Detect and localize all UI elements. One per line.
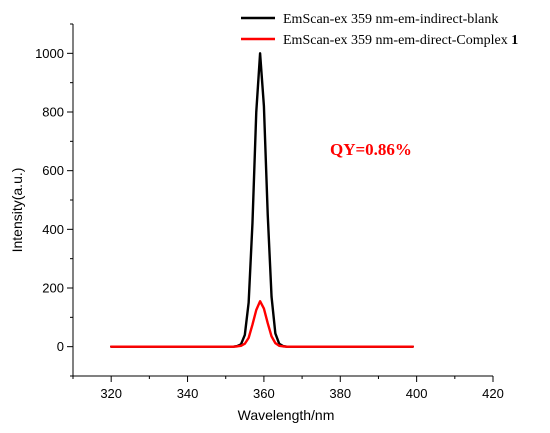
- x-axis-title: Wavelength/nm: [238, 407, 335, 423]
- series-lines: [109, 52, 415, 348]
- y-tick-label: 200: [42, 281, 64, 296]
- x-tick-label: 380: [329, 386, 351, 401]
- legend-label-1: EmScan-ex 359 nm-em-indirect-blank: [283, 12, 498, 27]
- y-tick-label: 1000: [35, 46, 64, 61]
- qy-annotation: QY=0.86%: [330, 140, 412, 159]
- x-tick-label: 340: [177, 386, 199, 401]
- x-tick-label: 400: [406, 386, 428, 401]
- y-axis-title: Intensity(a.u.): [9, 168, 25, 253]
- y-tick-label: 400: [42, 222, 64, 237]
- x-tick-label: 320: [100, 386, 122, 401]
- y-tick-label: 600: [42, 163, 64, 178]
- series-line-2: [109, 300, 415, 348]
- ticks: 320 340 360 380 400 420 0 200 400 600 800 1000: [35, 23, 504, 401]
- y-tick-label: 800: [42, 105, 64, 120]
- y-tick-label: 0: [57, 339, 64, 354]
- x-tick-label: 420: [482, 386, 504, 401]
- axes: [72, 24, 493, 377]
- legend: EmScan-ex 359 nm-em-indirect-blank EmScan…: [241, 12, 518, 48]
- legend-label-2: EmScan-ex 359 nm-em-direct-Complex 1: [283, 33, 518, 48]
- x-tick-label: 360: [253, 386, 275, 401]
